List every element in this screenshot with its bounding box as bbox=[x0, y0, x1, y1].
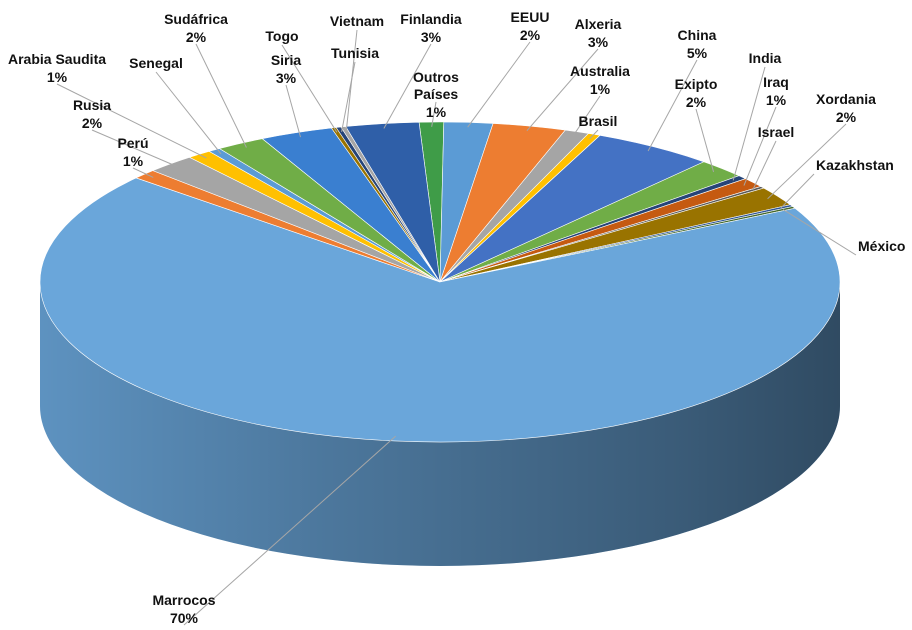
leader-lines bbox=[56, 29, 857, 626]
value-outros-paises: 1% bbox=[426, 104, 447, 120]
label-eeuu: EEUU bbox=[511, 9, 550, 25]
slice-finlandia bbox=[345, 121, 441, 283]
label-vietnam: Vietnam bbox=[330, 13, 384, 29]
label-iraq: Iraq bbox=[763, 74, 789, 90]
value-rusia: 2% bbox=[82, 115, 103, 131]
label-siria: Siria bbox=[271, 52, 302, 68]
label-arabia-saudita: Arabia Saudita bbox=[8, 51, 106, 67]
label-xordania: Xordania bbox=[816, 91, 876, 107]
leader-alxeria bbox=[526, 48, 599, 132]
leader-australia bbox=[572, 95, 601, 137]
label-china: China bbox=[678, 27, 717, 43]
leader-iraq bbox=[743, 106, 777, 186]
leader-eeuu bbox=[467, 41, 531, 128]
label-rusia: Rusia bbox=[73, 97, 111, 113]
label-togo: Togo bbox=[265, 28, 298, 44]
leader-sudafrica bbox=[195, 43, 247, 148]
label-outros: Outros bbox=[413, 69, 459, 85]
pie-top-slices bbox=[39, 121, 841, 443]
leader-india bbox=[732, 66, 766, 181]
value-exipto: 2% bbox=[686, 94, 707, 110]
label-paises: Países bbox=[414, 86, 459, 102]
value-marrocos: 70% bbox=[170, 610, 199, 626]
value-xordania: 2% bbox=[836, 109, 857, 125]
label-marrocos: Marrocos bbox=[152, 592, 215, 608]
label-australia: Australia bbox=[570, 63, 630, 79]
value-sudafrica: 2% bbox=[186, 29, 207, 45]
value-alxeria: 3% bbox=[588, 34, 609, 50]
label-alxeria: Alxeria bbox=[575, 16, 622, 32]
value-finlandia: 3% bbox=[421, 29, 442, 45]
value-eeuu: 2% bbox=[520, 27, 541, 43]
leader-exipto bbox=[695, 108, 715, 173]
value-peru: 1% bbox=[123, 153, 144, 169]
leader-brasil bbox=[589, 129, 599, 140]
leader-israel bbox=[752, 140, 777, 191]
leader-senegal bbox=[155, 71, 222, 155]
leader-siria bbox=[285, 84, 301, 138]
slice-marrocos bbox=[39, 177, 841, 443]
leader-kazakhstan bbox=[780, 173, 815, 209]
leader-marrocos bbox=[183, 435, 396, 626]
value-iraq: 1% bbox=[766, 92, 787, 108]
leader-mexico bbox=[782, 209, 857, 256]
label-brasil: Brasil bbox=[579, 113, 618, 129]
label-outros-paises: Outros Países bbox=[413, 69, 459, 102]
leader-vietnam bbox=[345, 29, 358, 132]
side-marrocos-shade bbox=[40, 282, 840, 566]
label-israel: Israel bbox=[758, 124, 795, 140]
label-finlandia: Finlandia bbox=[400, 11, 462, 27]
label-peru: Perú bbox=[117, 135, 148, 151]
value-siria: 3% bbox=[276, 70, 297, 86]
leader-peru bbox=[132, 167, 154, 178]
value-australia: 1% bbox=[590, 81, 611, 97]
label-senegal: Senegal bbox=[129, 55, 183, 71]
label-mexico: México bbox=[858, 238, 905, 254]
leader-arabia-saudita bbox=[56, 83, 207, 159]
leader-outros-paises bbox=[431, 101, 437, 127]
leader-china bbox=[647, 59, 698, 152]
slice-labels: Outros Países 1% EEUU 2% Alxeria 3% Australia 1%… bbox=[8, 9, 905, 626]
value-china: 5% bbox=[687, 45, 708, 61]
label-exipto: Exipto bbox=[675, 76, 718, 92]
label-india: India bbox=[749, 50, 782, 66]
pie-side-walls bbox=[40, 282, 840, 566]
value-arabia-saudita: 1% bbox=[47, 69, 68, 85]
label-kazakhstan: Kazakhstan bbox=[816, 157, 894, 173]
leader-rusia bbox=[91, 129, 179, 168]
leader-finlandia bbox=[383, 43, 432, 129]
leader-togo bbox=[281, 44, 338, 133]
leader-xordania bbox=[767, 123, 847, 200]
label-tunisia: Tunisia bbox=[331, 45, 379, 61]
label-sudafrica: Sudáfrica bbox=[164, 11, 228, 27]
